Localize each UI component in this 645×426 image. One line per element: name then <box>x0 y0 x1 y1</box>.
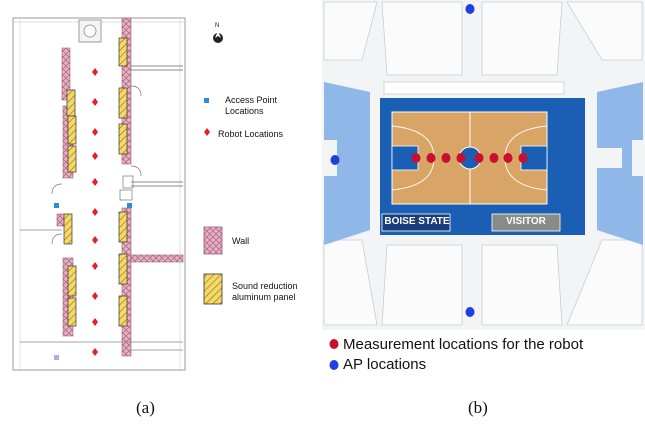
legend-b-markers <box>329 339 339 370</box>
home-banner <box>381 213 451 232</box>
legend-ap-swatch-b <box>329 360 339 370</box>
visitor-banner <box>491 213 561 232</box>
caption-a: (a) <box>136 398 155 417</box>
robot-locations <box>92 68 98 356</box>
seating-sections <box>323 1 643 326</box>
left-stand-mid <box>337 140 370 176</box>
marker-light <box>54 355 59 360</box>
measurement-points <box>411 153 528 163</box>
legend-measurement-label: Measurement locations for the robot <box>343 336 584 353</box>
access-point-marker <box>127 203 132 208</box>
arena-panel: BOISE STATE VISITOR <box>322 0 645 330</box>
legend-wall-label: Wall <box>232 236 250 246</box>
fixture-circle <box>83 24 97 38</box>
legend-panel-swatch <box>203 273 223 305</box>
visitor-label: VISITOR <box>506 216 546 227</box>
floor-plan-panel: N Access Point Locations Robot Locations… <box>0 0 320 380</box>
compass-icon <box>213 31 223 43</box>
legend-measurement-swatch <box>329 339 339 349</box>
ap-points <box>330 4 475 317</box>
legend-panel-label: Sound reduction aluminum panel <box>232 281 298 302</box>
access-point-marker <box>54 203 59 208</box>
arena-drawing <box>322 0 645 330</box>
legend-ap-label-b: AP locations <box>343 356 427 373</box>
caption-b: (b) <box>468 398 488 417</box>
wall-right-spur <box>130 254 184 263</box>
building-outline <box>12 17 186 371</box>
wall-left-1 <box>61 47 71 101</box>
legend-robot-swatch <box>204 128 210 136</box>
wall-left-3 <box>62 257 74 337</box>
floor-plan-drawing <box>12 17 223 371</box>
legend-ap-label: Access Point Locations <box>225 95 278 116</box>
legend-ap-swatch <box>204 98 209 103</box>
right-stand-mid <box>597 140 632 176</box>
home-team-label: BOISE STATE <box>384 216 450 227</box>
legend-robot-label: Robot Locations <box>218 129 284 139</box>
legend-wall-swatch <box>203 226 223 255</box>
side-stands <box>324 82 643 245</box>
compass-label: N <box>215 23 220 29</box>
